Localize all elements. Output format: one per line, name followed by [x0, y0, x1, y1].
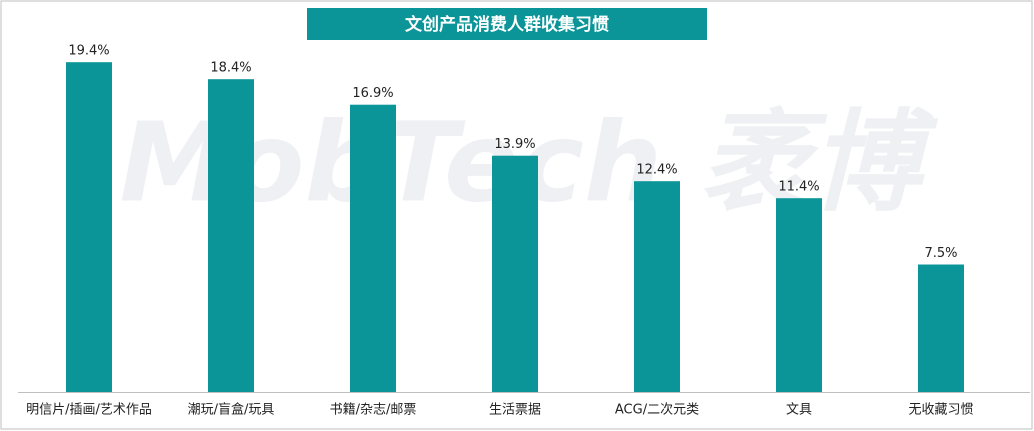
value-label: 11.4%: [778, 180, 819, 195]
bar: [918, 264, 964, 392]
value-label: 12.4%: [636, 163, 677, 178]
x-tick-label: 明信片/插画/艺术作品: [26, 403, 152, 418]
bar: [492, 155, 538, 392]
x-tick-label: ACG/二次元类: [615, 402, 699, 418]
value-label: 19.4%: [68, 44, 109, 59]
x-tick-label: 文具: [786, 403, 812, 418]
bar: [634, 181, 680, 392]
value-label: 16.9%: [352, 86, 393, 101]
value-label: 7.5%: [924, 246, 957, 261]
bar: [66, 62, 112, 392]
x-tick-label: 生活票据: [489, 403, 541, 418]
chart-title: 文创产品消费人群收集习惯: [405, 14, 609, 35]
bar: [776, 198, 822, 392]
x-tick-label: 无收藏习惯: [908, 402, 973, 418]
x-tick-label: 潮玩/盲盒/玩具: [188, 402, 275, 418]
title-box: [307, 8, 707, 40]
bar: [350, 104, 396, 392]
x-tick-label: 书籍/杂志/邮票: [330, 402, 417, 418]
value-label: 18.4%: [210, 61, 251, 76]
bar: [208, 79, 254, 392]
value-label: 13.9%: [494, 137, 535, 152]
